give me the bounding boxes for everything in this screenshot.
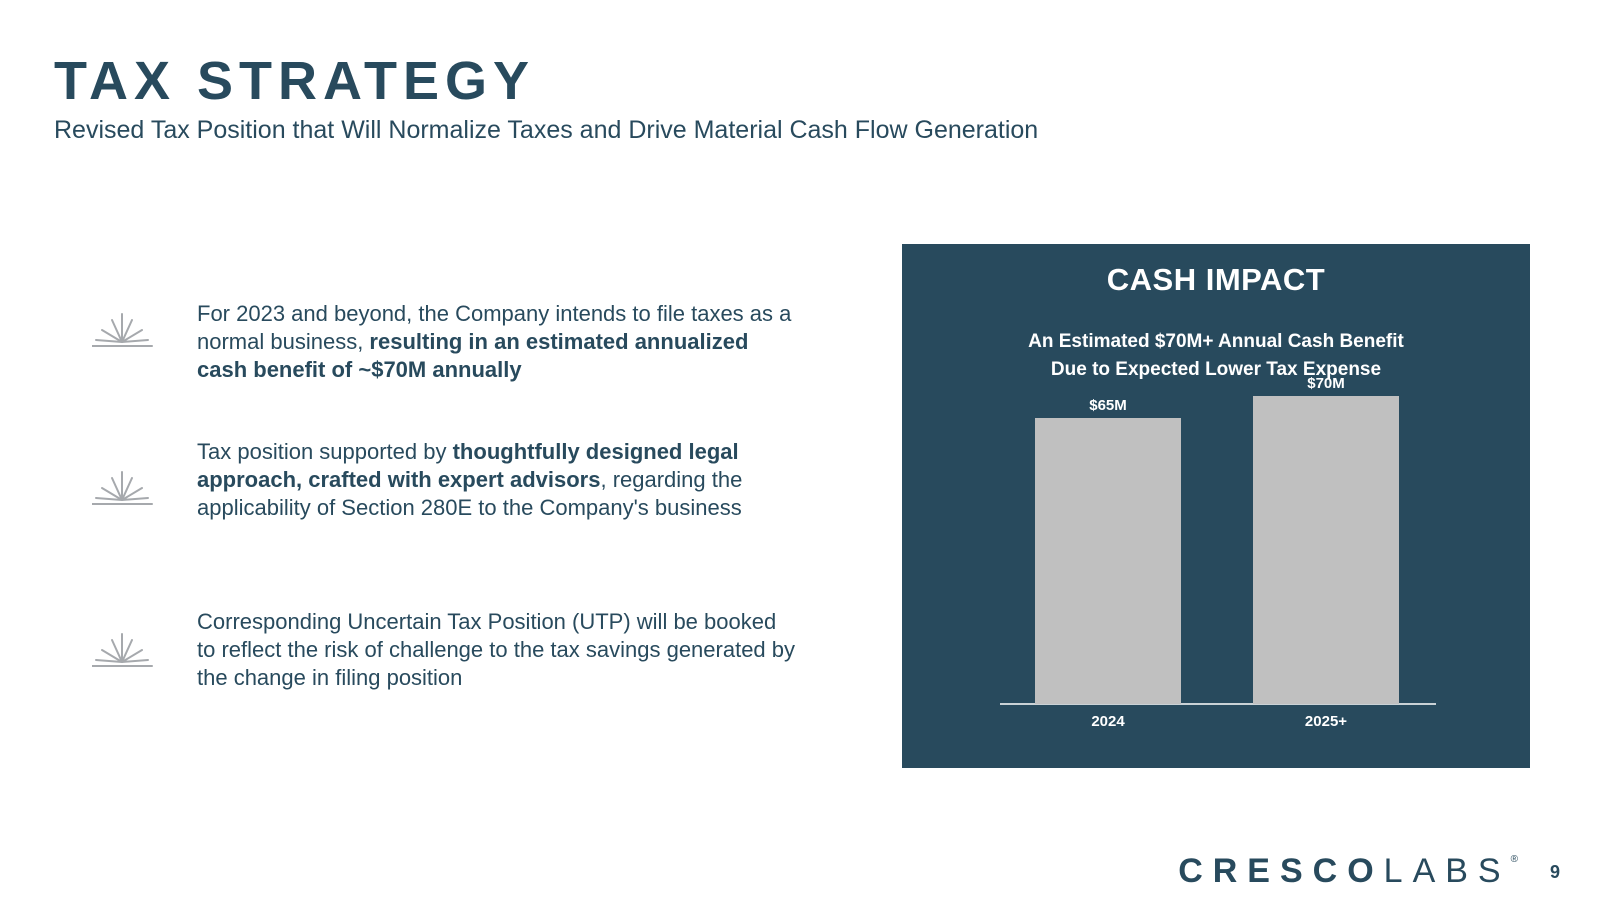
- logo-light-text: LABS: [1383, 852, 1511, 890]
- sunburst-icon: [92, 313, 153, 347]
- bullet-text: Tax position supported by thoughtfully d…: [197, 438, 797, 522]
- page-subtitle: Revised Tax Position that Will Normalize…: [54, 116, 1039, 144]
- data-label: $70M: [1307, 375, 1345, 392]
- cresco-labs-logo: CRESCOLABS®: [1178, 852, 1518, 891]
- bar-chart: $65M 2024 $70M 2025+: [1000, 375, 1436, 730]
- bar-2025+: [1253, 396, 1399, 704]
- bar-2024: [1035, 418, 1181, 704]
- sunburst-icon: [92, 633, 153, 667]
- cash-impact-panel: CASH IMPACT An Estimated $70M+ Annual Ca…: [902, 244, 1530, 768]
- bullet-text: For 2023 and beyond, the Company intends…: [197, 300, 797, 384]
- chart-title: CASH IMPACT: [1106, 262, 1326, 297]
- x-tick-label: 2024: [1091, 713, 1125, 730]
- page-number: 9: [1549, 862, 1560, 882]
- x-tick-label: 2025+: [1305, 713, 1347, 730]
- bullet-text-plain: For 2023 and beyond, the Company intends…: [197, 301, 792, 354]
- chart-subtitle-line-2: Due to Expected Lower Tax Expense: [1050, 359, 1382, 380]
- bullet-text-bold: thoughtfully designed legal approach, cr…: [197, 439, 739, 492]
- sunburst-icon: [92, 471, 153, 505]
- bullet-text-bold: resulting in an estimated annualized cas…: [197, 329, 749, 382]
- bullet-text-plain-after: , regarding the applicability of Section…: [197, 467, 743, 520]
- logo-registered-mark: ®: [1510, 854, 1518, 865]
- bullet-text-plain: Corresponding Uncertain Tax Position (UT…: [197, 609, 796, 690]
- bullet-text-plain: Tax position supported by: [197, 439, 453, 464]
- page-title: TAX STRATEGY: [54, 51, 536, 111]
- bullet-text: Corresponding Uncertain Tax Position (UT…: [197, 608, 797, 692]
- data-label: $65M: [1089, 397, 1127, 414]
- chart-subtitle: An Estimated $70M+ Annual Cash Benefit D…: [902, 328, 1530, 384]
- chart-subtitle-line-1: An Estimated $70M+ Annual Cash Benefit: [1028, 331, 1404, 352]
- logo-bold-text: CRESCO: [1178, 852, 1384, 890]
